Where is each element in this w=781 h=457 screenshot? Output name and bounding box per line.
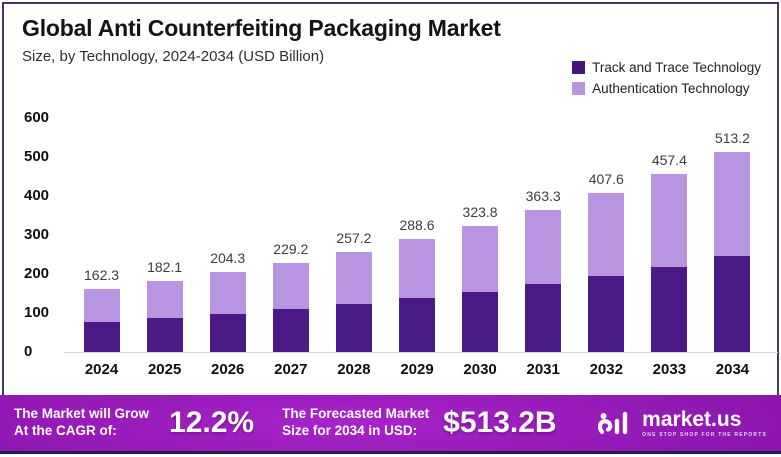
x-axis-year-label: 2033 <box>652 361 687 378</box>
x-axis-year-label: 2031 <box>526 361 560 378</box>
bar-segment-authentication-2024 <box>83 289 120 322</box>
y-axis-tick-label: 300 <box>24 226 50 243</box>
bar-segment-track-and-trace-2030 <box>462 292 499 352</box>
bar-segment-authentication-2033 <box>651 174 688 267</box>
bar-total-label: 204.3 <box>210 250 246 266</box>
x-axis-year-label: 2032 <box>589 361 623 378</box>
bar-segment-track-and-trace-2034 <box>714 256 751 352</box>
y-axis-tick-label: 0 <box>24 343 33 360</box>
cagr-value: 12.2% <box>169 406 255 439</box>
x-axis-year-label: 2028 <box>337 361 371 378</box>
page-title: Global Anti Counterfeiting Packaging Mar… <box>22 15 501 41</box>
stacked-bar-chart: 0 100 200 300 400 500 600 162.3 2024 182.1 2025 204… <box>4 4 778 452</box>
x-axis-year-label: 2027 <box>274 361 308 378</box>
legend-item-track-and-trace: Track and Trace Technology <box>572 60 761 75</box>
bar-total-label: 457.4 <box>651 152 687 168</box>
x-axis-line <box>64 352 778 353</box>
bar-segment-authentication-2028 <box>335 252 372 304</box>
x-axis-year-label: 2034 <box>715 361 750 378</box>
bar-segment-authentication-2027 <box>272 263 309 309</box>
bar-segment-track-and-trace-2026 <box>209 314 246 352</box>
bar-total-label: 162.3 <box>84 267 120 283</box>
bar-total-label: 407.6 <box>588 171 624 187</box>
x-axis-year-label: 2025 <box>147 361 182 378</box>
y-axis-tick-label: 100 <box>24 304 50 321</box>
page-subtitle: Size, by Technology, 2024-2034 (USD Bill… <box>22 48 325 65</box>
footer-banner: The Market will Grow At the CAGR of: 12.… <box>0 395 781 451</box>
bar-segment-track-and-trace-2032 <box>588 276 625 352</box>
legend-label: Authentication Technology <box>592 81 750 96</box>
bar-total-label: 513.2 <box>714 130 750 146</box>
y-axis-tick-label: 200 <box>24 265 50 282</box>
bar-segment-track-and-trace-2028 <box>335 304 372 352</box>
bar-segment-authentication-2029 <box>399 239 435 298</box>
x-axis-year-label: 2024 <box>84 361 119 378</box>
bar-segment-authentication-2030 <box>462 226 499 292</box>
brand-name: market.us <box>642 407 742 431</box>
bar-segment-track-and-trace-2033 <box>651 267 688 352</box>
x-axis-year-label: 2029 <box>400 361 434 378</box>
y-axis-tick-label: 400 <box>24 187 50 204</box>
y-axis-tick-label: 600 <box>24 109 50 126</box>
forecast-label: The Forecasted Market Size for 2034 in U… <box>282 406 430 438</box>
y-axis-tick-label: 500 <box>24 148 50 165</box>
cagr-label: The Market will Grow At the CAGR of: <box>14 406 150 438</box>
bar-segment-authentication-2034 <box>714 152 751 256</box>
market-us-logo-icon <box>598 411 628 435</box>
brand-logo: market.us ONE STOP SHOP FOR THE REPORTS <box>598 407 767 439</box>
bar-segment-authentication-2031 <box>525 210 562 284</box>
bar-segment-authentication-2025 <box>146 281 183 318</box>
authentication-swatch-icon <box>572 82 586 95</box>
x-axis-year-label: 2030 <box>463 361 497 378</box>
bottom-accent-strip <box>0 451 781 454</box>
bar-total-label: 288.6 <box>399 217 435 233</box>
legend-label: Track and Trace Technology <box>592 60 761 75</box>
bar-total-label: 257.2 <box>336 230 372 246</box>
bar-total-label: 182.1 <box>147 259 183 275</box>
bar-segment-track-and-trace-2027 <box>272 309 309 352</box>
bar-total-label: 323.8 <box>462 204 498 220</box>
legend-item-authentication: Authentication Technology <box>572 81 761 96</box>
bar-segment-track-and-trace-2025 <box>146 318 183 352</box>
track-and-trace-swatch-icon <box>572 61 586 74</box>
bar-segment-track-and-trace-2029 <box>399 298 435 352</box>
bar-segment-authentication-2032 <box>588 193 625 276</box>
brand-tagline: ONE STOP SHOP FOR THE REPORTS <box>642 431 767 438</box>
bar-segment-track-and-trace-2024 <box>83 322 120 352</box>
bar-total-label: 229.2 <box>273 241 309 257</box>
x-axis-year-label: 2026 <box>211 361 245 378</box>
forecast-value: $513.2B <box>443 406 557 439</box>
bar-segment-track-and-trace-2031 <box>525 284 562 352</box>
legend: Track and Trace Technology Authenticatio… <box>572 60 761 96</box>
bar-total-label: 363.3 <box>525 188 561 204</box>
bar-segment-authentication-2026 <box>209 272 246 314</box>
brand-text: market.us ONE STOP SHOP FOR THE REPORTS <box>642 409 767 438</box>
